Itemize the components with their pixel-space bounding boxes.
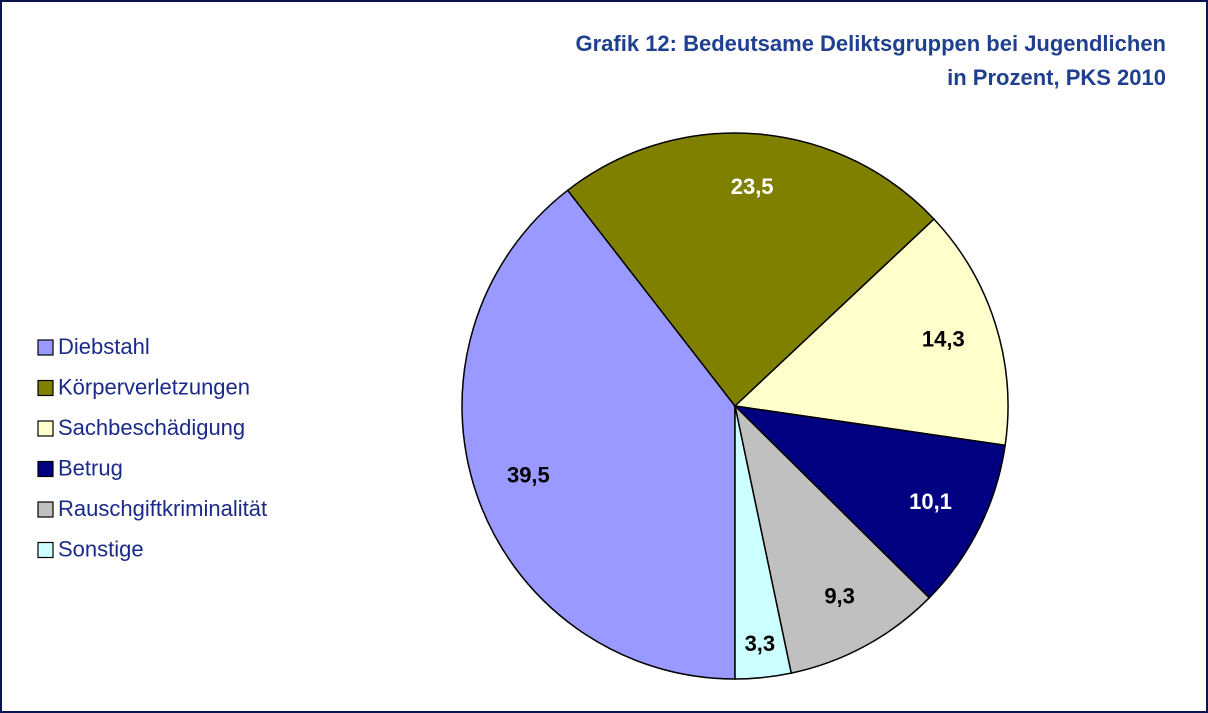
- legend-key: [37, 460, 54, 478]
- data-label: 3,3: [745, 631, 776, 656]
- pie-slice: [733, 403, 931, 675]
- data-label: 9,3: [824, 584, 855, 609]
- data-label: 39,5: [507, 463, 550, 488]
- legend-label: Sonstige: [58, 536, 144, 561]
- pie-slice: [734, 405, 793, 680]
- pie-slice: [732, 404, 1007, 599]
- legend-key: [37, 541, 54, 559]
- legend-key: [37, 420, 54, 437]
- data-label: 10,1: [909, 489, 952, 514]
- legend-key: [37, 501, 54, 518]
- legend-label: Rauschgiftkriminalität: [58, 496, 267, 521]
- data-label: 14,3: [922, 326, 965, 351]
- legend-key: [37, 339, 54, 356]
- legend-label: Körperverletzungen: [58, 374, 250, 399]
- chart-title: Grafik 12: Bedeutsame Deliktsgruppen bei…: [576, 31, 1167, 56]
- pie-slice: [733, 218, 1009, 447]
- legend-label: Diebstahl: [58, 334, 150, 359]
- legend-key: [37, 379, 54, 397]
- pie-slice: [461, 189, 736, 680]
- legend-label: Betrug: [58, 455, 123, 480]
- data-label: 23,5: [731, 174, 774, 199]
- legend-label: Sachbeschädigung: [58, 415, 245, 440]
- chart-title: in Prozent, PKS 2010: [947, 65, 1166, 90]
- pie-slice: [566, 132, 936, 408]
